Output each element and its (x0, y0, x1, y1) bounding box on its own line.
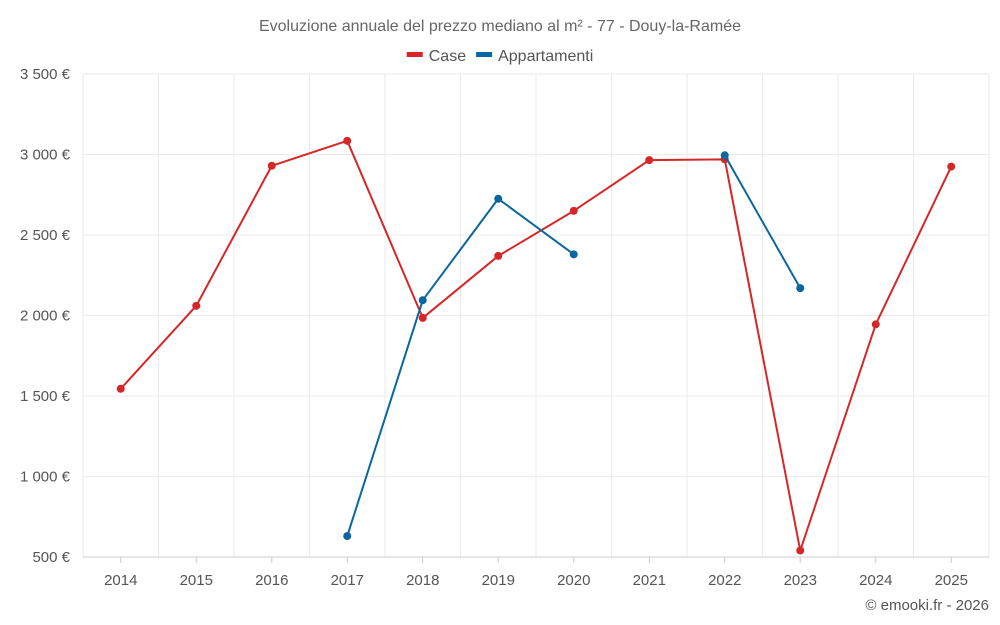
x-tick-label: 2021 (633, 572, 666, 589)
series-line (120, 139, 953, 552)
data-point[interactable] (343, 136, 352, 145)
data-point[interactable] (569, 250, 578, 259)
chart-title: Evoluzione annuale del prezzo mediano al… (259, 18, 741, 35)
x-tick-label: 2016 (255, 572, 288, 589)
x-tick-label: 2023 (784, 572, 817, 589)
x-tick-label: 2015 (180, 572, 213, 589)
data-point[interactable] (645, 156, 654, 165)
series-line (346, 197, 575, 537)
y-tick-label: 2 000 € (20, 308, 71, 325)
y-tick-label: 1 500 € (20, 388, 71, 405)
credit-text: © emooki.fr - 2026 (865, 597, 989, 614)
y-tick-label: 500 € (32, 549, 70, 566)
x-tick-label: 2017 (331, 572, 364, 589)
data-point[interactable] (267, 161, 276, 170)
data-point[interactable] (116, 384, 125, 393)
x-tick-label: 2022 (708, 572, 741, 589)
x-tick-label: 2024 (859, 572, 892, 589)
data-point[interactable] (569, 206, 578, 215)
legend: Case Appartamenti (406, 48, 593, 65)
data-point[interactable] (418, 313, 427, 322)
x-tick-label: 2019 (482, 572, 515, 589)
data-point[interactable] (796, 284, 805, 293)
data-point[interactable] (947, 162, 956, 171)
data-point[interactable] (418, 296, 427, 305)
x-tick-label: 2020 (557, 572, 590, 589)
data-point[interactable] (871, 320, 880, 329)
data-point[interactable] (343, 532, 352, 541)
grid (82, 73, 990, 557)
x-tick-label: 2025 (935, 572, 968, 589)
y-tick-label: 1 000 € (20, 469, 71, 486)
axes: 500 € 1 000 € 1 500 € 2 000 € 2 500 € 3 000 €… (20, 66, 989, 589)
series-appartamenti (343, 151, 805, 541)
series-layer (116, 136, 956, 555)
y-tick-label: 3 000 € (20, 147, 71, 164)
y-tick-label: 2 500 € (20, 227, 71, 244)
data-point[interactable] (720, 151, 729, 160)
legend-label: Case (429, 48, 466, 65)
data-point[interactable] (192, 301, 201, 310)
y-tick-label: 3 500 € (20, 66, 71, 83)
data-point[interactable] (796, 546, 805, 555)
legend-swatch[interactable] (406, 52, 423, 57)
data-point[interactable] (494, 251, 503, 260)
x-tick-label: 2018 (406, 572, 439, 589)
series-line (723, 154, 802, 289)
x-tick-label: 2014 (104, 572, 137, 589)
legend-swatch[interactable] (476, 52, 493, 57)
data-point[interactable] (494, 194, 503, 203)
legend-label: Appartamenti (498, 48, 593, 65)
